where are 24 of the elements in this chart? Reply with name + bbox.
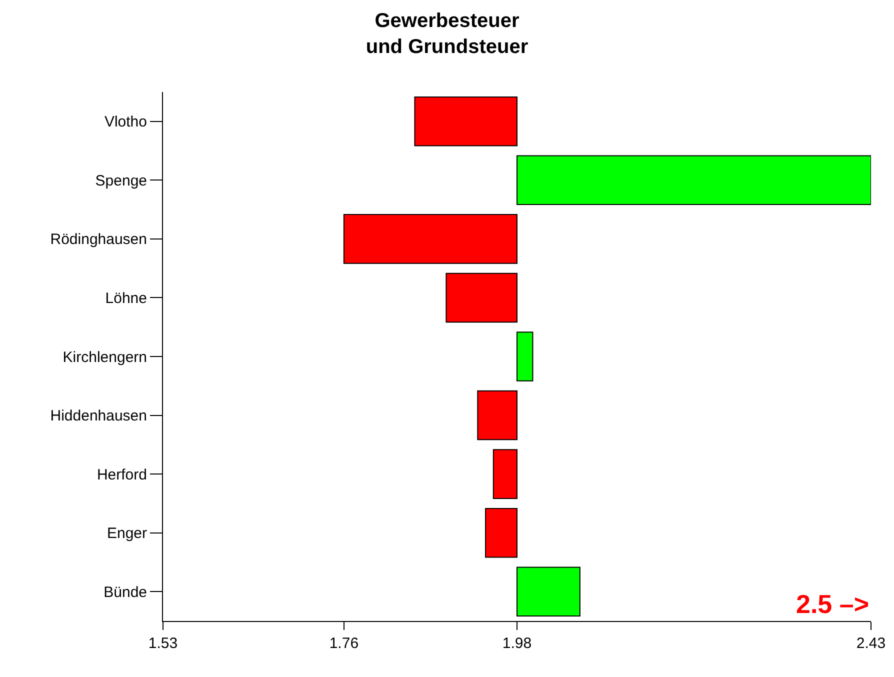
bar	[485, 508, 518, 558]
bar	[446, 272, 518, 323]
chart-title: Gewerbesteuer und Grundsteuer	[366, 10, 528, 58]
y-tick-label: Herford	[96, 466, 147, 484]
bar	[516, 332, 534, 382]
y-tick-label: Rödinghausen	[50, 231, 147, 248]
bar	[414, 96, 518, 146]
y-tick-label: Kirchlengern	[62, 348, 147, 366]
y-tick-label: Spenge	[95, 172, 147, 190]
y-tick-label: Bünde	[104, 584, 147, 601]
annotation: 2.5 –>	[796, 589, 870, 619]
bar	[516, 566, 580, 616]
x-tick-label: 1.53	[148, 635, 178, 652]
x-tick-label: 2.43	[856, 635, 886, 652]
x-tick-label: 1.98	[502, 635, 532, 652]
y-tick-label: Enger	[106, 525, 147, 542]
bar	[516, 155, 871, 206]
y-tick-label: Hiddenhausen	[50, 408, 147, 425]
y-tick-label: Löhne	[105, 290, 147, 307]
x-tick-label: 1.76	[329, 635, 359, 652]
y-tick-label: Vlotho	[104, 114, 147, 131]
bar	[492, 449, 518, 499]
bar	[477, 390, 518, 440]
bar	[343, 214, 518, 264]
